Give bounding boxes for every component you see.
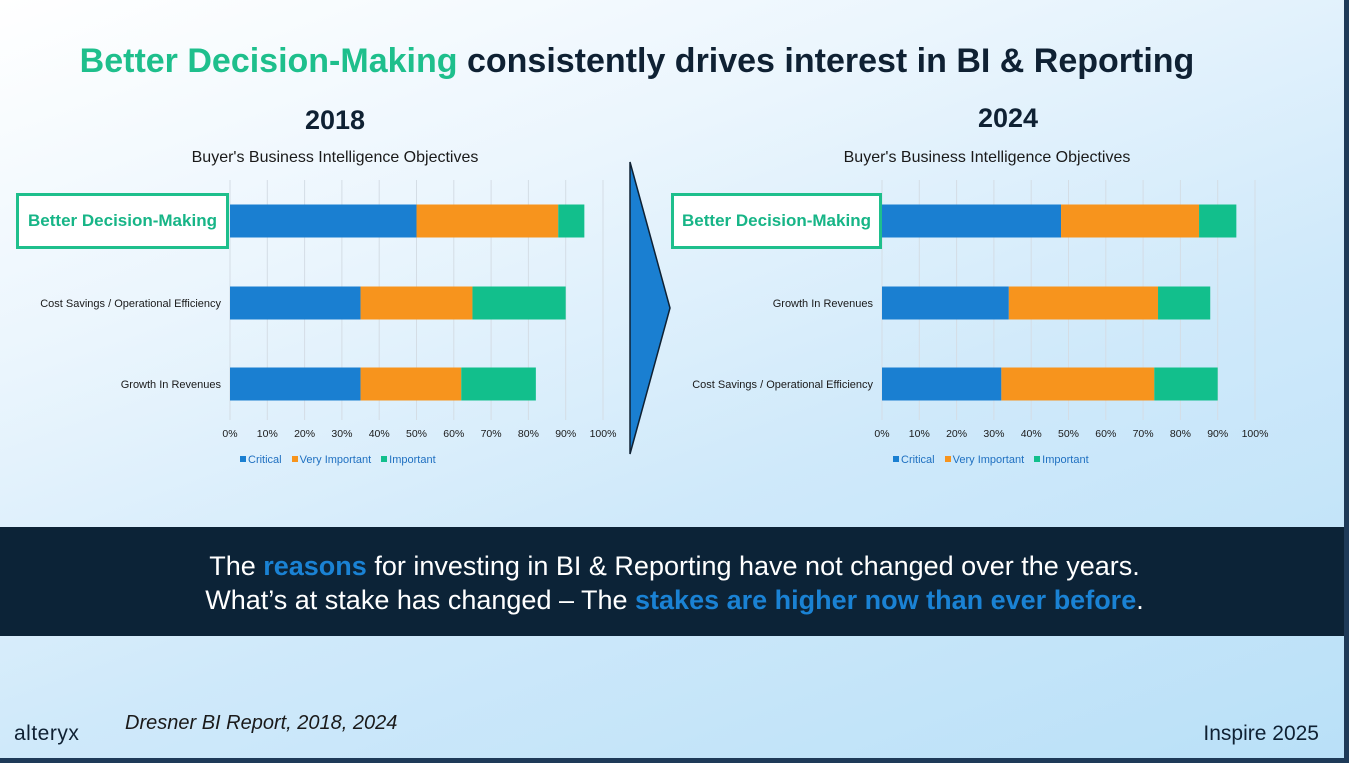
legend-item: Important — [381, 454, 436, 466]
banner-line-1: The reasons for investing in BI & Report… — [0, 549, 1349, 583]
category-label: Cost Savings / Operational Efficiency — [692, 379, 873, 391]
x-tick-label: 90% — [1207, 428, 1228, 440]
bar-segment-very-important — [1001, 367, 1155, 401]
legend-2018: Critical Very Important Important — [240, 454, 436, 466]
bar-segment-important — [461, 367, 536, 401]
banner-line-1-highlight: reasons — [263, 551, 367, 581]
bar-segment-critical — [230, 286, 361, 320]
bar-segment-critical — [882, 286, 1009, 320]
legend-swatch — [944, 456, 951, 462]
year-2024-label: 2024 — [977, 103, 1039, 133]
chart-2018-title: Buyer's Business Intelligence Objectives — [191, 149, 479, 166]
bar-segment-critical — [230, 367, 361, 401]
x-tick-label: 30% — [331, 428, 352, 440]
x-tick-label: 60% — [1095, 428, 1116, 440]
x-tick-label: 0% — [874, 428, 889, 440]
legend-label: Critical — [248, 454, 282, 466]
right-frame-edge — [1344, 0, 1349, 763]
legend-swatch — [381, 456, 388, 462]
x-tick-label: 70% — [1133, 428, 1154, 440]
legend-item: Critical — [240, 454, 282, 466]
legend-swatch — [240, 456, 246, 462]
bar-segment-important — [1154, 367, 1218, 401]
bar-segment-important — [472, 286, 566, 320]
legend-label: Very Important — [952, 454, 1025, 466]
year-2018-label: 2018 — [304, 105, 366, 135]
legend-swatch — [893, 456, 899, 462]
x-tick-label: 100% — [1242, 428, 1269, 440]
chart-2024: 0% 10% 20% 30% 40% 50% 60% 70% 80% 90% 100% Growth … — [692, 180, 1269, 440]
banner-line-2-pre: What’s at stake has changed – The — [205, 585, 636, 615]
x-tick-label: 10% — [909, 428, 930, 440]
message-banner: The reasons for investing in BI & Report… — [0, 527, 1349, 636]
category-label: Cost Savings / Operational Efficiency — [40, 298, 221, 310]
slide-title-rest: consistently drives interest in BI & Rep… — [457, 42, 1195, 80]
x-tick-label: 80% — [518, 428, 539, 440]
chart-2024-title: Buyer's Business Intelligence Objectives — [843, 149, 1131, 166]
x-tick-label: 70% — [481, 428, 502, 440]
event-label: Inspire 2025 — [1203, 722, 1319, 745]
legend-label: Important — [389, 454, 436, 466]
x-tick-label: 50% — [406, 428, 427, 440]
slide-title-highlight: Better Decision-Making — [79, 42, 458, 80]
bar-segment-very-important — [1008, 286, 1159, 320]
source-citation: Dresner BI Report, 2018, 2024 — [125, 712, 398, 734]
x-tick-label: 20% — [294, 428, 315, 440]
bar-segment-important — [1158, 286, 1211, 320]
bar-segment-very-important — [1061, 204, 1200, 238]
banner-line-1-post: for investing in BI & Reporting have not… — [366, 551, 1140, 581]
callout-2024-better-decision-making: Better Decision-Making — [671, 193, 882, 249]
x-tick-label: 30% — [983, 428, 1004, 440]
bar-segment-very-important — [360, 286, 473, 320]
category-label: Growth In Revenues — [773, 298, 874, 310]
x-tick-label: 90% — [555, 428, 576, 440]
legend-swatch — [1034, 456, 1041, 462]
category-label: Growth In Revenues — [121, 379, 222, 391]
legend-label: Important — [1042, 454, 1089, 466]
x-tick-label: 20% — [946, 428, 967, 440]
x-tick-label: 100% — [590, 428, 617, 440]
banner-line-2-highlight: stakes are higher now than ever before — [635, 585, 1137, 615]
x-tick-label: 0% — [222, 428, 237, 440]
bar-segment-important — [1199, 204, 1237, 238]
bar-segment-critical — [882, 367, 1002, 401]
bar-segment-important — [558, 204, 585, 238]
x-tick-label: 50% — [1058, 428, 1079, 440]
bar-segment-very-important — [416, 204, 559, 238]
bar-segment-very-important — [360, 367, 462, 401]
banner-line-1-pre: The — [209, 551, 264, 581]
x-tick-label: 40% — [369, 428, 390, 440]
banner-line-2-post: . — [1136, 585, 1144, 615]
legend-2024: Critical Very Important Important — [893, 454, 1089, 466]
banner-line-2: What’s at stake has changed – The stakes… — [0, 583, 1349, 617]
x-tick-label: 60% — [443, 428, 464, 440]
slide-title: Better Decision-Making consistently driv… — [0, 42, 1274, 81]
x-tick-label: 40% — [1021, 428, 1042, 440]
callout-2018-better-decision-making: Better Decision-Making — [16, 193, 229, 249]
chart-2018: 0% 10% 20% 30% 40% 50% 60% 70% 80% 90% 100% Cost Sa… — [40, 180, 617, 440]
bottom-frame-edge — [0, 758, 1349, 763]
legend-item: Very Important — [291, 454, 372, 466]
x-tick-label: 80% — [1170, 428, 1191, 440]
legend-item: Critical — [893, 454, 935, 466]
bar-segment-critical — [882, 204, 1062, 238]
legend-item: Very Important — [944, 454, 1025, 466]
legend-label: Very Important — [299, 454, 372, 466]
arrow-right-icon — [629, 161, 671, 455]
alteryx-logo: alteryx — [14, 722, 80, 745]
bar-segment-critical — [230, 204, 417, 238]
legend-label: Critical — [901, 454, 935, 466]
x-tick-label: 10% — [257, 428, 278, 440]
legend-item: Important — [1034, 454, 1089, 466]
legend-swatch — [291, 456, 298, 462]
